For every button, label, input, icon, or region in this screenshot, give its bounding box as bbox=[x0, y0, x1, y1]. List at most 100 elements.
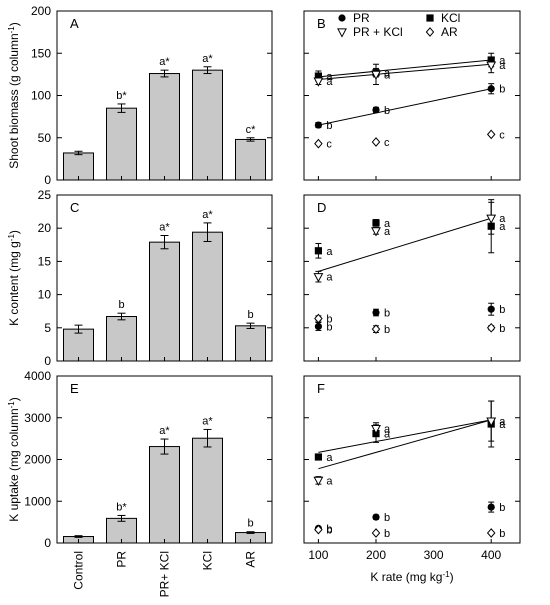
significance-letter: b bbox=[326, 120, 332, 132]
significance-letter: b* bbox=[116, 90, 127, 102]
significance-letter: a bbox=[326, 272, 333, 284]
panel-letter: C bbox=[70, 200, 79, 215]
significance-letter: b bbox=[384, 105, 390, 117]
bar bbox=[192, 437, 223, 544]
legend-label: KCl bbox=[441, 11, 460, 25]
y-tick-label: 150 bbox=[31, 46, 51, 60]
significance-letter: a bbox=[384, 429, 391, 441]
data-point bbox=[314, 453, 322, 461]
y-tick-label: 0 bbox=[44, 536, 51, 550]
panel-letter: B bbox=[317, 16, 326, 31]
x-tick-label: AR bbox=[244, 551, 258, 568]
bar bbox=[106, 316, 137, 362]
data-point bbox=[314, 313, 323, 324]
significance-letter: c bbox=[326, 139, 332, 151]
series-pr-kcl: aaa bbox=[313, 56, 506, 88]
panel-letter: D bbox=[317, 200, 326, 215]
significance-letter: b bbox=[247, 518, 253, 530]
data-point bbox=[314, 247, 322, 255]
significance-letter: a bbox=[384, 68, 391, 80]
fit-line bbox=[318, 88, 492, 126]
significance-letter: b bbox=[247, 309, 253, 321]
y-tick-label: 10 bbox=[38, 288, 52, 302]
y-tick-label: 5 bbox=[44, 321, 51, 335]
bar bbox=[235, 325, 266, 362]
plot-frame bbox=[303, 375, 521, 544]
significance-letter: a bbox=[499, 55, 506, 67]
legend: PR KCl PR + KCl AR bbox=[337, 11, 460, 39]
significance-letter: a bbox=[384, 424, 391, 436]
significance-letter: a bbox=[499, 60, 506, 72]
x-tick-label: 100 bbox=[308, 548, 328, 562]
legend-marker bbox=[426, 14, 434, 22]
bar bbox=[192, 231, 223, 362]
data-point bbox=[486, 129, 496, 140]
significance-letter: a bbox=[384, 218, 391, 230]
data-point bbox=[486, 528, 496, 538]
significance-letter: b bbox=[384, 308, 390, 320]
data-point bbox=[313, 476, 324, 487]
significance-letter: a* bbox=[159, 222, 170, 234]
y-axis-title: K content (mg g-1) bbox=[7, 230, 22, 326]
significance-letter: b bbox=[499, 528, 505, 540]
data-point bbox=[486, 417, 497, 427]
bar bbox=[63, 328, 94, 362]
y-tick-label: 4000 bbox=[24, 369, 51, 383]
x-axis-title: K rate (mg kg-1) bbox=[370, 570, 453, 585]
significance-letter: b* bbox=[116, 501, 127, 513]
panel-letter: F bbox=[317, 381, 325, 396]
x-tick-label: KCl bbox=[201, 551, 215, 570]
panel-c: C 0 5 10 15 20 25 K content (mg g-1) b a* a* b bbox=[7, 188, 273, 368]
x-tick-label: 400 bbox=[481, 548, 501, 562]
data-point bbox=[486, 322, 496, 333]
y-tick-label: 1000 bbox=[24, 494, 51, 508]
x-tick-label: 300 bbox=[424, 548, 444, 562]
y-tick-label: 2000 bbox=[24, 453, 51, 467]
y-tick-label: 0 bbox=[44, 354, 51, 368]
legend-marker bbox=[338, 14, 346, 22]
significance-letter: b bbox=[499, 304, 505, 316]
data-point bbox=[372, 106, 380, 114]
significance-letter: a bbox=[326, 71, 333, 83]
legend-marker bbox=[425, 27, 435, 37]
bar bbox=[192, 69, 223, 181]
y-tick-label: 15 bbox=[38, 254, 52, 268]
significance-letter: b bbox=[118, 299, 124, 311]
data-point bbox=[314, 121, 322, 129]
plot-frame bbox=[303, 10, 521, 181]
data-point bbox=[486, 214, 497, 224]
legend-label: PR + KCl bbox=[353, 25, 403, 39]
data-point bbox=[314, 322, 322, 331]
fit-line bbox=[318, 217, 492, 272]
legend-label: AR bbox=[441, 25, 458, 39]
series-pr-kcl: aaa bbox=[313, 400, 506, 487]
significance-letter: b bbox=[326, 523, 332, 535]
significance-letter: a* bbox=[202, 53, 213, 65]
data-point bbox=[313, 273, 324, 283]
fit-line bbox=[318, 419, 492, 470]
bar bbox=[106, 107, 137, 181]
significance-letter: a* bbox=[202, 209, 213, 221]
series-kcl: aaa bbox=[314, 400, 506, 464]
x-tick-label: 200 bbox=[366, 548, 386, 562]
data-point bbox=[372, 513, 380, 521]
significance-letter: c* bbox=[246, 124, 257, 136]
series-pr: b b b bbox=[314, 83, 505, 132]
data-point bbox=[371, 227, 381, 237]
x-tick-label: Control bbox=[72, 551, 86, 590]
plot-frame bbox=[303, 194, 521, 362]
significance-letter: b bbox=[499, 323, 505, 335]
fit-line bbox=[318, 59, 492, 78]
y-tick-label: 50 bbox=[38, 131, 52, 145]
legend-marker bbox=[337, 28, 347, 38]
significance-letter: a bbox=[326, 76, 333, 88]
panel-a: A 0 50 100 150 200 Shoot biomass (g column-1) b… bbox=[7, 4, 273, 187]
significance-letter: a bbox=[499, 416, 506, 428]
legend-label: PR bbox=[353, 11, 370, 25]
data-point bbox=[314, 138, 323, 149]
y-tick-label: 3000 bbox=[24, 411, 51, 425]
